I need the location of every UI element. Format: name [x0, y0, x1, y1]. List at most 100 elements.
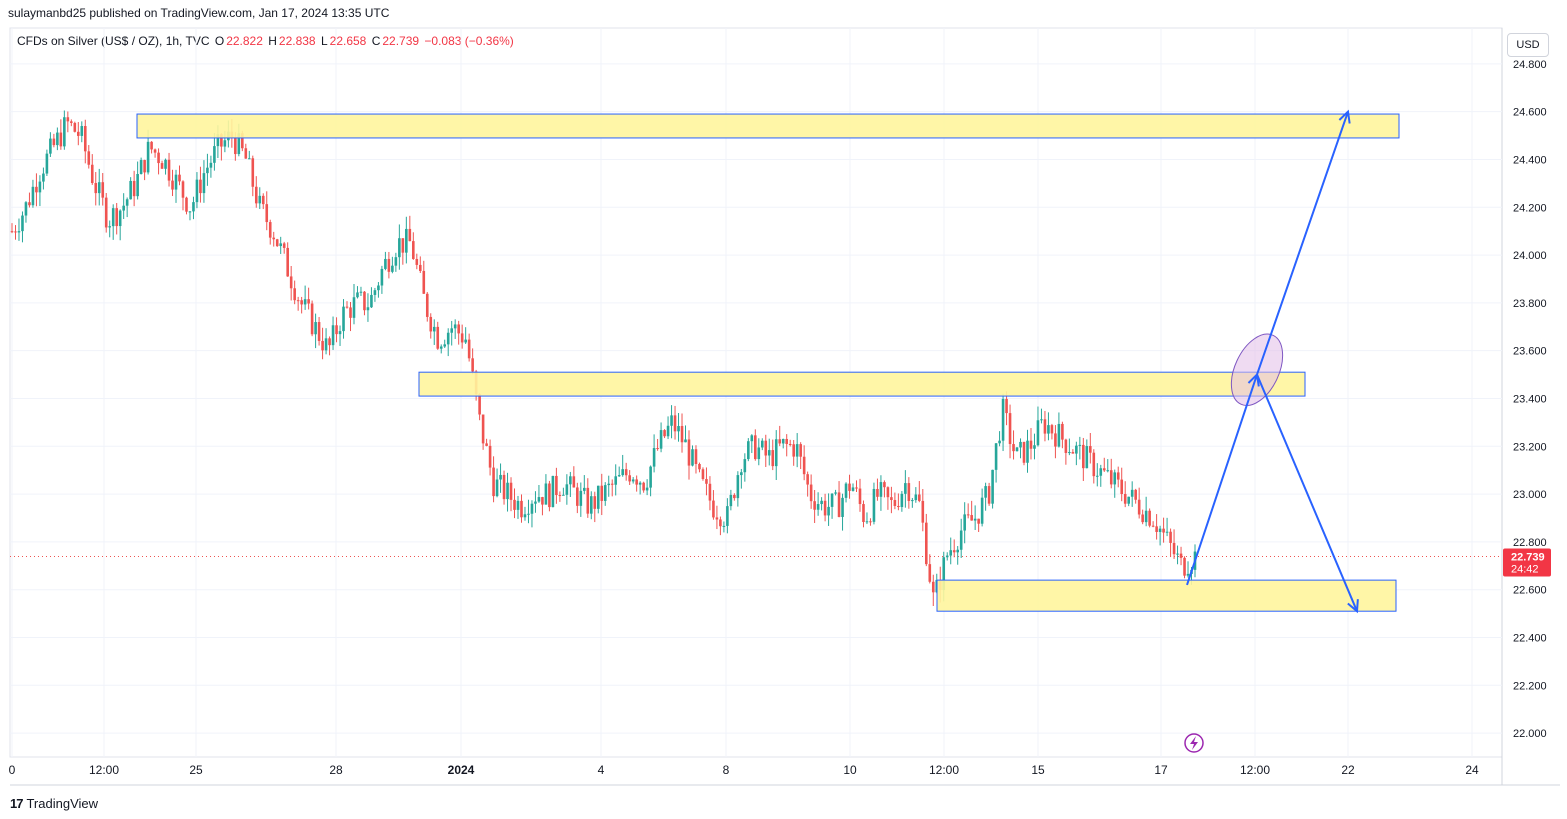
candle-body	[254, 186, 258, 204]
candle-body	[530, 503, 534, 514]
candle-body	[300, 300, 303, 305]
candle-body	[439, 346, 443, 349]
candle-body	[701, 469, 705, 480]
highlight-ellipse	[1230, 333, 1284, 406]
candle-body	[680, 426, 684, 443]
candle-body	[788, 443, 792, 445]
currency-button[interactable]: USD	[1507, 33, 1549, 57]
candle-body	[150, 141, 153, 150]
candle-body	[897, 505, 900, 508]
candle-body	[806, 474, 809, 485]
last-price-value: 22.739	[1511, 551, 1545, 563]
candle-body	[890, 497, 893, 501]
candle-body	[265, 204, 269, 223]
symbol-label[interactable]: CFDs on Silver (US$ / OZ), 1h, TVC	[17, 34, 210, 48]
candle-body	[97, 182, 101, 194]
x-tick-label: 12:00	[1240, 763, 1270, 777]
candle-body	[303, 299, 307, 305]
candle-body	[1179, 553, 1183, 558]
candle-body	[945, 555, 949, 558]
candle-body	[631, 479, 635, 482]
candle-body	[10, 231, 14, 233]
candle-body	[335, 325, 338, 335]
candle-body	[1071, 452, 1075, 454]
candle-body	[802, 456, 806, 475]
candle-body	[418, 264, 422, 271]
candle-body	[1123, 494, 1127, 504]
candle-body	[628, 475, 631, 482]
candle-body	[174, 174, 178, 190]
y-tick-label: 22.800	[1513, 537, 1547, 549]
candle-body	[973, 518, 977, 521]
y-tick-label: 23.600	[1513, 346, 1547, 358]
candle-body	[1095, 475, 1099, 477]
candle-body	[453, 324, 457, 329]
candle-body	[450, 328, 453, 333]
projection-down-path	[1256, 374, 1358, 612]
candle-body	[708, 483, 712, 501]
candle-body	[387, 258, 391, 272]
candle-body	[1029, 440, 1033, 449]
candle-body	[52, 138, 56, 146]
arrowhead-down-icon	[1347, 599, 1359, 614]
candle-body	[467, 339, 471, 359]
candle-body	[984, 486, 987, 498]
candle-body	[153, 149, 157, 153]
candle-body	[1026, 440, 1029, 463]
candle-body	[949, 550, 953, 556]
candle-body	[1043, 419, 1047, 434]
candle-body	[101, 182, 105, 198]
candle-body	[1158, 528, 1162, 532]
candle-body	[876, 488, 879, 497]
candle-body	[132, 180, 136, 197]
candle-body	[118, 210, 122, 227]
candle-body	[328, 338, 331, 346]
footer-brand[interactable]: 17 TradingView	[10, 796, 98, 811]
candle-body	[401, 238, 405, 253]
open-value: 22.822	[226, 34, 263, 48]
candle-body	[970, 515, 973, 521]
y-tick-label: 23.000	[1513, 489, 1547, 501]
candle-body	[1050, 425, 1054, 434]
candle-body	[370, 294, 373, 308]
x-tick-label: 15	[1031, 763, 1045, 777]
candle-body	[1068, 452, 1071, 454]
candle-body	[795, 444, 799, 457]
candle-body	[813, 501, 816, 510]
candle-body	[576, 487, 579, 506]
candle-body	[809, 484, 813, 502]
candle-body	[377, 285, 380, 291]
candle-body	[485, 443, 488, 446]
candle-body	[754, 435, 757, 460]
candle-body	[331, 325, 335, 346]
candle-body	[1186, 573, 1190, 576]
candle-body	[712, 500, 715, 518]
close-label: C	[371, 34, 381, 48]
candle-body	[425, 293, 429, 317]
candle-body	[666, 425, 670, 437]
candle-body	[495, 479, 499, 497]
candle-body	[952, 550, 956, 553]
candle-body	[1116, 472, 1120, 480]
candle-body	[66, 117, 70, 122]
candle-body	[363, 291, 366, 311]
change-value: −0.083 (−0.36%)	[424, 34, 514, 48]
candle-body	[687, 439, 691, 466]
candle-body	[928, 564, 932, 582]
candle-body	[366, 307, 370, 311]
candle-body	[918, 494, 921, 501]
candle-body	[698, 463, 701, 470]
candle-body	[1078, 444, 1082, 446]
candle-body	[638, 482, 642, 485]
candle-body	[1047, 425, 1050, 434]
candle-body	[415, 258, 419, 265]
candle-body	[914, 494, 918, 501]
candle-body	[87, 151, 91, 165]
candle-body	[959, 530, 963, 550]
candle-body	[349, 307, 352, 318]
candle-body	[869, 521, 872, 523]
low-label: L	[320, 34, 328, 48]
candle-body	[617, 475, 621, 477]
candle-body	[314, 322, 317, 335]
